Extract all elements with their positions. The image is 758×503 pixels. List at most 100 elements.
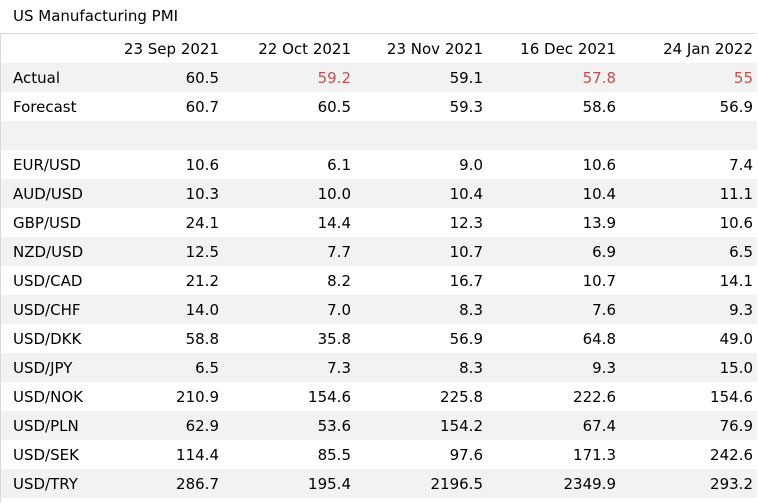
pair-value: 56.9 [449,329,483,348]
table-row: USD/CAD 21.2 8.2 16.7 10.7 14.1 [1,266,757,295]
forecast-value: 59.3 [449,97,483,116]
pair-value: 242.6 [710,445,753,464]
empty-cell [96,121,223,150]
pair-value: 16.7 [449,271,483,290]
pair-value: 13.9 [582,213,616,232]
pair-value: 10.4 [355,179,487,208]
actual-value: 60.5 [96,63,223,92]
pair-value: 10.7 [582,271,616,290]
pair-value: 9.3 [487,353,620,382]
row-label: Actual [1,63,96,92]
table-row: USD/NOK 210.9 154.6 225.8 222.6 154.6 [1,382,757,411]
pair-value: 14.0 [96,295,223,324]
pair-value: 6.5 [620,237,757,266]
pair-label: USD/NOK [13,387,83,406]
pair-value: 8.3 [355,353,487,382]
pair-value: 14.1 [719,271,753,290]
table-row: EUR/USD 10.6 6.1 9.0 10.6 7.4 [1,150,757,179]
pair-value: 10.6 [582,155,616,174]
pair-value: 7.0 [223,295,355,324]
pair-value: 10.4 [487,179,620,208]
pair-value: 15.0 [620,353,757,382]
pair-label: USD/SEK [13,445,79,464]
actual-value: 57.8 [487,63,620,92]
empty-cell [620,121,757,150]
pair-value: 67.4 [487,411,620,440]
pair-value: 49.0 [719,329,753,348]
pair-value: 154.2 [355,411,487,440]
pair-value: 7.3 [223,353,355,382]
pair-value: 10.7 [355,237,487,266]
column-header: 23 Sep 2021 [96,34,223,63]
pair-value: 293.2 [620,469,757,498]
empty-cell [487,121,620,150]
table-row: USD/SEK 114.4 85.5 97.6 171.3 242.6 [1,440,757,469]
actual-row: Actual 60.5 59.2 59.1 57.8 55 [1,63,757,92]
pair-value: 2349.9 [487,469,620,498]
actual-value: 55 [620,63,757,92]
pair-value: 9.0 [459,155,483,174]
pair-value: 222.6 [573,387,616,406]
pair-value: 12.3 [449,213,483,232]
pair-value: 10.0 [223,179,355,208]
pair-value: 8.3 [355,295,487,324]
pmi-table: 23 Sep 2021 22 Oct 2021 23 Nov 2021 16 D… [0,33,757,502]
pair-value: 6.5 [96,353,223,382]
pair-value: 9.3 [620,295,757,324]
pair-value: 35.8 [317,329,351,348]
forecast-value: 60.5 [317,97,351,116]
pair-label: USD/CAD [13,271,83,290]
pair-label: USD/CHF [1,295,96,324]
column-header: 24 Jan 2022 [620,34,757,63]
pair-value: 154.6 [308,387,351,406]
pair-value: 6.1 [327,155,351,174]
pair-label: USD/DKK [13,329,82,348]
pair-value: 64.8 [582,329,616,348]
pair-value: 7.6 [487,295,620,324]
empty-cell [223,121,355,150]
empty-cell [355,121,487,150]
table-row: USD/PLN 62.9 53.6 154.2 67.4 76.9 [1,411,757,440]
actual-value: 59.1 [355,63,487,92]
pair-label: NZD/USD [1,237,96,266]
pair-value: 171.3 [573,445,616,464]
data-table: 23 Sep 2021 22 Oct 2021 23 Nov 2021 16 D… [1,34,757,498]
pair-value: 210.9 [176,387,219,406]
pair-value: 97.6 [449,445,483,464]
column-header: 23 Nov 2021 [355,34,487,63]
actual-value: 59.2 [223,63,355,92]
pair-value: 21.2 [185,271,219,290]
table-row: USD/CHF 14.0 7.0 8.3 7.6 9.3 [1,295,757,324]
pair-value: 7.7 [223,237,355,266]
pair-value: 225.8 [440,387,483,406]
empty-cell [1,121,96,150]
pair-value: 6.9 [487,237,620,266]
column-header [1,34,96,63]
table-row: USD/JPY 6.5 7.3 8.3 9.3 15.0 [1,353,757,382]
row-label: Forecast [13,97,77,116]
forecast-value: 60.7 [185,97,219,116]
pair-value: 58.8 [185,329,219,348]
pair-value: 14.4 [317,213,351,232]
pair-value: 53.6 [223,411,355,440]
pair-value: 62.9 [96,411,223,440]
forecast-value: 56.9 [719,97,753,116]
column-header: 22 Oct 2021 [223,34,355,63]
pair-label: AUD/USD [1,179,96,208]
forecast-value: 58.6 [582,97,616,116]
pair-value: 76.9 [620,411,757,440]
table-row: USD/DKK 58.8 35.8 56.9 64.8 49.0 [1,324,757,353]
pair-value: 195.4 [223,469,355,498]
pair-value: 114.4 [176,445,219,464]
pair-value: 154.6 [710,387,753,406]
pair-label: EUR/USD [13,155,81,174]
pair-value: 12.5 [96,237,223,266]
column-header: 16 Dec 2021 [487,34,620,63]
pair-value: 24.1 [185,213,219,232]
pair-value: 286.7 [96,469,223,498]
header-row: 23 Sep 2021 22 Oct 2021 23 Nov 2021 16 D… [1,34,757,63]
table-row: GBP/USD 24.1 14.4 12.3 13.9 10.6 [1,208,757,237]
table-row: USD/TRY 286.7 195.4 2196.5 2349.9 293.2 [1,469,757,498]
pair-value: 10.6 [185,155,219,174]
pair-value: 10.6 [719,213,753,232]
